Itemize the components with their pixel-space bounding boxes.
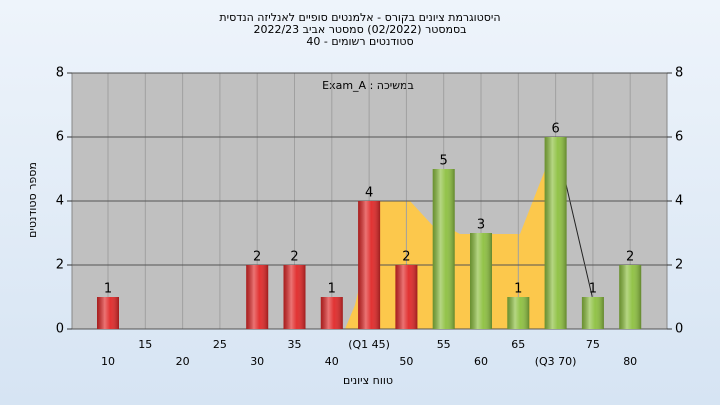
y2-tick-label: 6: [675, 130, 683, 145]
y2-tick-label: 4: [675, 194, 683, 209]
chart-title: היסטוגרמת ציונים בקורס - אלמנטים סופיים …: [219, 11, 500, 24]
value-label: 1: [104, 282, 112, 297]
x-tick-label: 30: [250, 355, 264, 368]
value-label: 2: [290, 250, 298, 265]
chart-subtitle: בסמסטר (02/2022) סמסטר אביב 2022/23: [253, 23, 466, 36]
value-label: 2: [402, 250, 410, 265]
bar-shade: [97, 297, 119, 329]
bar-shade: [581, 297, 604, 329]
value-label: 5: [440, 154, 448, 169]
bar-shade: [507, 297, 530, 329]
value-label: 1: [328, 282, 336, 297]
x-tick-label: (Q3 70): [535, 355, 577, 368]
y-tick-label: 6: [56, 130, 64, 145]
y-tick-label: 4: [56, 194, 64, 209]
x-tick-label: 20: [176, 355, 190, 368]
bar-shade: [283, 265, 306, 329]
x-tick-label: 75: [586, 338, 600, 351]
x-tick-label: 80: [623, 355, 637, 368]
x-tick-label: 40: [325, 355, 339, 368]
bar-shade: [320, 297, 343, 329]
value-label: 3: [477, 218, 485, 233]
value-label: 1: [589, 282, 597, 297]
x-tick-label: 65: [511, 338, 525, 351]
x-tick-label: 60: [474, 355, 488, 368]
x-tick-label: 55: [437, 338, 451, 351]
x-tick-label: 15: [138, 338, 152, 351]
y2-tick-label: 8: [675, 66, 683, 81]
y-tick-label: 8: [56, 66, 64, 81]
y2-tick-label: 2: [675, 258, 683, 273]
y-axis-label: מספר סטודנטים: [26, 162, 39, 238]
bar-shade: [395, 265, 418, 329]
y2-tick-label: 0: [675, 322, 683, 337]
x-tick-label: (Q1 45): [348, 338, 390, 351]
x-tick-label: 35: [288, 338, 302, 351]
bar-shade: [432, 169, 455, 329]
bar-shade: [470, 233, 492, 329]
chart-subtitle: סטודנטים רשומים - 40: [306, 35, 413, 48]
y-tick-label: 2: [56, 258, 64, 273]
value-label: 2: [626, 250, 634, 265]
value-label: 2: [253, 250, 261, 265]
value-label: 1: [514, 282, 522, 297]
bar-shade: [544, 137, 567, 329]
bar-shade: [619, 265, 642, 329]
y-tick-label: 0: [56, 322, 64, 337]
annotation: במשיכה : Exam_A: [322, 79, 414, 92]
x-tick-label: 50: [399, 355, 413, 368]
bar-shade: [358, 201, 381, 329]
x-axis-label: טווח ציונים: [343, 374, 393, 387]
value-label: 6: [551, 122, 559, 137]
x-tick-label: 10: [101, 355, 115, 368]
x-tick-label: 25: [213, 338, 227, 351]
bar-shade: [246, 265, 269, 329]
value-label: 4: [365, 186, 373, 201]
